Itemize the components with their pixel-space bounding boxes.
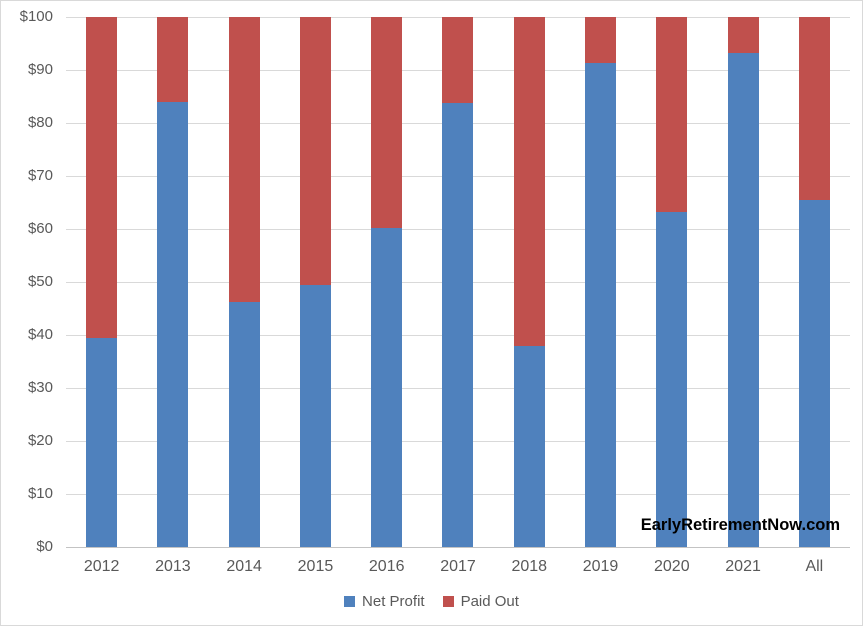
bar-segment-2020-net-profit: [656, 212, 688, 547]
x-tick-label-2018: 2018: [511, 558, 548, 575]
bar-column-2014: [209, 17, 280, 547]
legend-label-net-profit: Net Profit: [362, 593, 425, 610]
bar-segment-All-net-profit: [798, 200, 830, 547]
bar-stack-2015: [299, 17, 331, 547]
bar-segment-2021-net-profit: [727, 53, 759, 547]
bar-segment-2014-net-profit: [228, 302, 260, 547]
bar-column-2016: [351, 17, 422, 547]
legend: Net Profit Paid Out: [1, 593, 862, 610]
bar-column-All: [779, 17, 850, 547]
y-tick-label-$10: $10: [27, 485, 53, 502]
x-tick-label-All: All: [805, 558, 824, 575]
paid-out-swatch-icon: [442, 596, 454, 607]
bar-stack-2020: [656, 17, 688, 547]
bar-stack-2021: [727, 17, 759, 547]
bar-column-2017: [422, 17, 493, 547]
bar-segment-2018-net-profit: [513, 346, 545, 547]
bar-column-2013: [137, 17, 208, 547]
bar-stack-2013: [157, 17, 189, 547]
x-tick-label-2014: 2014: [226, 558, 262, 575]
x-tick-label-2012: 2012: [83, 558, 120, 575]
bar-segment-2017-net-profit: [442, 103, 474, 547]
x-tick-label-2013: 2013: [155, 558, 191, 575]
y-tick-label-$90: $90: [27, 61, 53, 78]
x-tick-label-2021: 2021: [725, 558, 761, 575]
bar-segment-2013-net-profit: [157, 101, 189, 547]
bar-stack-2017: [442, 17, 474, 547]
y-tick-label-$60: $60: [27, 220, 53, 237]
bars-layer: [66, 17, 850, 547]
bar-segment-2019-net-profit: [585, 62, 617, 547]
x-tick-label-2015: 2015: [297, 558, 334, 575]
legend-item-net-profit: Net Profit: [344, 593, 425, 610]
bar-stack-2016: [371, 17, 403, 547]
bar-segment-2016-paid-out: [371, 17, 403, 229]
x-tick-label-2020: 2020: [654, 558, 690, 575]
bar-segment-2017-paid-out: [442, 17, 474, 104]
bar-segment-2020-paid-out: [656, 17, 688, 213]
bar-stack-All: [798, 17, 830, 547]
bar-segment-2018-paid-out: [513, 17, 545, 347]
net-profit-swatch-icon: [344, 596, 356, 607]
bar-column-2019: [565, 17, 636, 547]
bar-segment-2016-net-profit: [371, 228, 403, 547]
bar-column-2018: [494, 17, 565, 547]
bar-stack-2018: [513, 17, 545, 547]
legend-label-paid-out: Paid Out: [460, 593, 519, 610]
y-tick-label-$100: $100: [19, 8, 53, 25]
plot-area: [66, 17, 850, 548]
y-tick-label-$70: $70: [27, 167, 53, 184]
y-tick-label-$30: $30: [27, 379, 53, 396]
bar-segment-2019-paid-out: [585, 17, 617, 63]
y-tick-label-$0: $0: [36, 538, 53, 555]
bar-segment-2015-net-profit: [299, 285, 331, 547]
legend-item-paid-out: Paid Out: [442, 593, 519, 610]
y-tick-label-$80: $80: [27, 114, 53, 131]
bar-segment-2013-paid-out: [157, 17, 189, 102]
y-tick-label-$50: $50: [27, 273, 53, 290]
bar-segment-2014-paid-out: [228, 17, 260, 303]
bar-stack-2014: [228, 17, 260, 547]
x-tick-label-2019: 2019: [582, 558, 619, 575]
bar-segment-All-paid-out: [798, 17, 830, 201]
x-axis-line: [66, 547, 850, 548]
bar-segment-2012-net-profit: [86, 337, 118, 547]
bar-stack-2019: [585, 17, 617, 547]
bar-column-2015: [280, 17, 351, 547]
bar-segment-2015-paid-out: [299, 17, 331, 286]
bar-column-2012: [66, 17, 137, 547]
bar-stack-2012: [86, 17, 118, 547]
bar-segment-2012-paid-out: [86, 17, 118, 338]
watermark-text: EarlyRetirementNow.com: [640, 516, 840, 534]
bar-column-2021: [707, 17, 778, 547]
bar-segment-2021-paid-out: [727, 17, 759, 54]
bar-column-2020: [636, 17, 707, 547]
x-tick-label-2017: 2017: [440, 558, 476, 575]
y-tick-label-$20: $20: [27, 432, 53, 449]
x-tick-label-2016: 2016: [368, 558, 405, 575]
y-tick-label-$40: $40: [27, 326, 53, 343]
